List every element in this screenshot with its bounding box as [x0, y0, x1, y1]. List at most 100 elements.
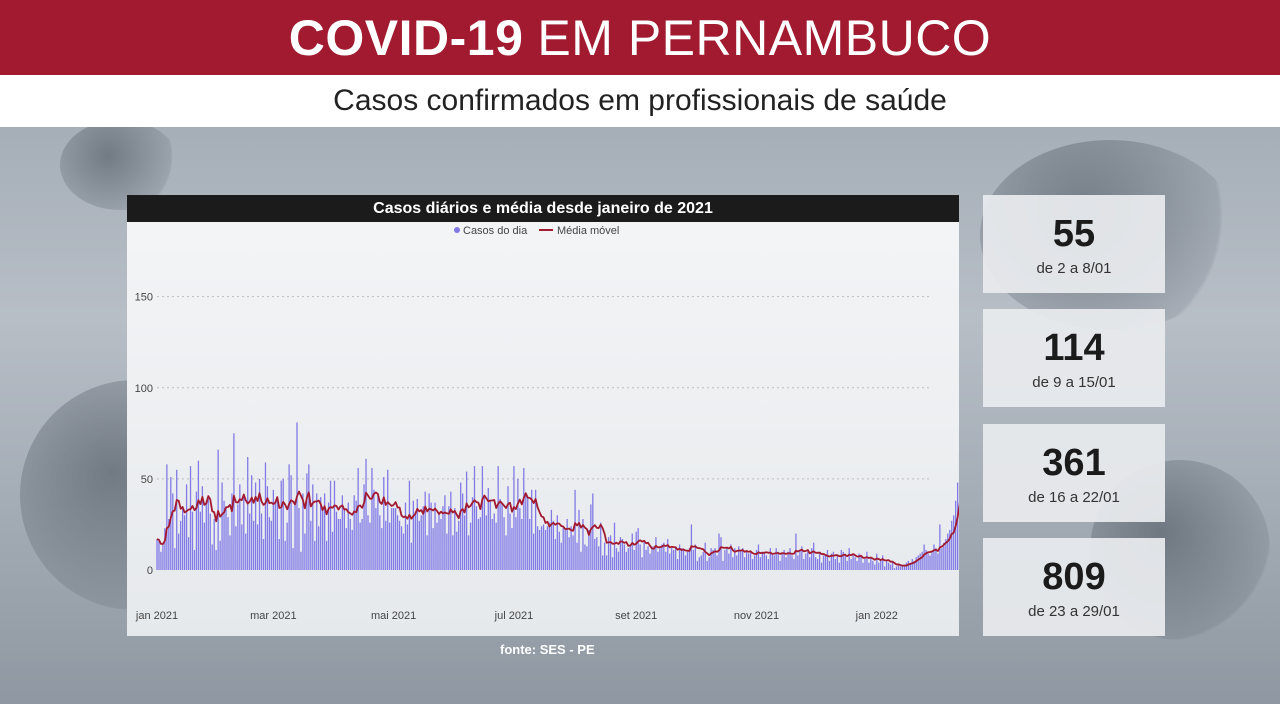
daily-case-bar	[684, 555, 687, 570]
weekly-stat-range: de 23 a 29/01	[1028, 602, 1120, 620]
daily-case-bar	[604, 542, 606, 570]
daily-case-bar	[243, 495, 245, 570]
daily-case-bar	[755, 549, 758, 570]
daily-case-bar	[529, 518, 531, 570]
daily-case-bar	[503, 517, 505, 570]
daily-case-bar	[268, 517, 271, 570]
daily-case-bar	[726, 548, 728, 570]
daily-case-bar	[180, 520, 182, 570]
daily-case-bar	[260, 513, 263, 570]
daily-case-bar	[400, 526, 403, 570]
daily-case-bar	[440, 518, 442, 570]
daily-case-bar	[387, 469, 389, 570]
daily-case-bar	[611, 557, 614, 570]
page-subtitle: Casos confirmados em profissionais de sa…	[0, 75, 1280, 127]
weekly-stat-value: 55	[1052, 212, 1096, 255]
daily-case-bar	[929, 555, 931, 570]
daily-case-bar	[469, 522, 472, 570]
daily-case-bar	[369, 522, 371, 570]
daily-case-bar	[765, 555, 767, 570]
daily-case-bar	[649, 553, 651, 570]
daily-case-bar	[667, 539, 669, 570]
daily-case-bar	[357, 467, 359, 570]
daily-case-bar	[199, 511, 202, 570]
daily-case-bar	[462, 493, 464, 570]
daily-case-bar	[491, 518, 493, 570]
daily-case-bar	[523, 467, 525, 570]
daily-case-bar	[844, 553, 846, 570]
daily-case-bar	[753, 555, 756, 570]
x-tick-label: mai 2021	[371, 610, 416, 622]
daily-case-bar	[517, 478, 519, 570]
daily-case-bar	[487, 488, 489, 570]
daily-case-bar	[886, 560, 888, 570]
daily-case-bar	[270, 520, 273, 570]
daily-case-bar	[793, 559, 795, 570]
daily-case-bar	[420, 515, 422, 570]
daily-case-bar	[444, 495, 446, 570]
daily-case-bar	[485, 515, 487, 570]
daily-case-bar	[252, 520, 255, 570]
daily-case-bar	[327, 502, 330, 570]
daily-case-bar	[473, 466, 476, 570]
daily-case-bar	[732, 557, 734, 570]
daily-case-bar	[884, 566, 886, 570]
daily-case-bar	[552, 520, 555, 570]
daily-case-bar	[371, 467, 373, 570]
daily-case-bar	[596, 537, 598, 570]
daily-case-bar	[659, 548, 661, 570]
chart-title: Casos diários e média desde janeiro de 2…	[127, 195, 959, 222]
daily-case-bar	[655, 537, 657, 570]
daily-case-bar	[852, 555, 854, 570]
daily-case-bar	[600, 522, 602, 570]
daily-case-bar	[777, 551, 779, 570]
daily-case-bar	[497, 466, 499, 570]
daily-case-bar	[446, 533, 448, 570]
daily-case-bar	[909, 562, 911, 570]
daily-case-bar	[396, 515, 399, 570]
daily-case-bar	[598, 546, 600, 570]
daily-case-bar	[168, 518, 170, 570]
daily-case-bar	[949, 529, 951, 570]
daily-case-bar	[223, 500, 225, 570]
daily-case-bar	[564, 528, 566, 570]
daily-case-bar	[237, 504, 239, 570]
daily-case-bar	[314, 540, 316, 570]
daily-case-bar	[385, 520, 387, 570]
daily-case-bar	[779, 560, 781, 570]
daily-case-bar	[941, 548, 943, 570]
daily-case-bar	[781, 553, 783, 570]
daily-case-bar	[410, 542, 413, 570]
daily-case-bar	[678, 544, 681, 570]
daily-case-bar	[221, 482, 223, 570]
daily-case-bar	[249, 513, 251, 570]
daily-case-bar	[251, 475, 253, 570]
daily-case-bar	[783, 549, 785, 570]
daily-case-bar	[481, 466, 484, 570]
daily-case-bar	[365, 458, 367, 570]
daily-case-bar	[676, 559, 679, 570]
daily-case-bar	[816, 559, 819, 570]
daily-case-bar	[391, 508, 393, 570]
daily-case-bar	[730, 544, 732, 570]
daily-case-bar	[256, 524, 259, 570]
daily-case-bar	[637, 528, 639, 570]
daily-case-bar	[166, 464, 168, 570]
daily-case-bar	[702, 551, 704, 570]
daily-case-bar	[452, 535, 454, 570]
weekly-stat-range: de 9 a 15/01	[1032, 373, 1116, 391]
daily-case-bar	[544, 529, 547, 570]
daily-case-bar	[820, 562, 823, 570]
daily-case-bar	[824, 555, 827, 570]
daily-case-bar	[647, 546, 649, 570]
daily-case-bar	[694, 544, 696, 570]
daily-case-bar	[178, 533, 180, 570]
daily-case-bar	[288, 464, 290, 570]
daily-case-bar	[919, 553, 921, 570]
daily-case-bar	[558, 531, 560, 570]
daily-case-bar	[712, 549, 714, 570]
daily-case-bar	[536, 526, 539, 570]
daily-case-bar	[195, 491, 198, 570]
daily-case-bar	[935, 548, 937, 570]
daily-case-bar	[507, 486, 509, 570]
